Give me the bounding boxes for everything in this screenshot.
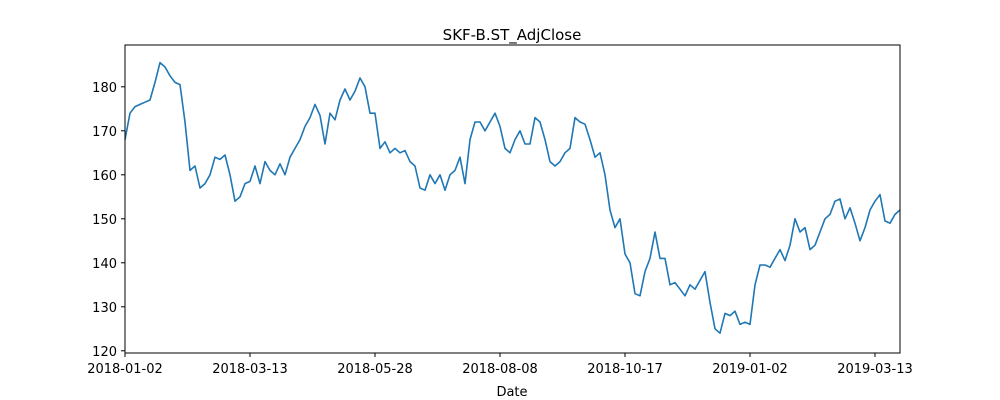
y-tick-label: 140 (92, 257, 117, 272)
x-tick-label: 2018-05-28 (337, 362, 413, 377)
x-tick-label: 2018-01-02 (87, 362, 163, 377)
y-tick-label: 180 (92, 81, 117, 96)
x-axis-label: Date (496, 385, 527, 400)
x-tick-label: 2018-10-17 (587, 362, 663, 377)
y-tick-label: 130 (92, 301, 117, 316)
y-tick-label: 160 (92, 169, 117, 184)
x-tick-label: 2018-03-13 (212, 362, 288, 377)
chart-title: SKF-B.ST_AdjClose (443, 26, 582, 45)
plot-frame (124, 44, 901, 354)
line (124, 61, 901, 334)
y-tick-label: 120 (92, 345, 117, 360)
x-tick-label: 2018-08-08 (462, 362, 538, 377)
y-tick-label: 170 (92, 125, 117, 140)
x-tick-label: 2019-03-13 (837, 362, 913, 377)
y-tick-label: 150 (92, 213, 117, 228)
x-tick-label: 2019-01-02 (712, 362, 788, 377)
